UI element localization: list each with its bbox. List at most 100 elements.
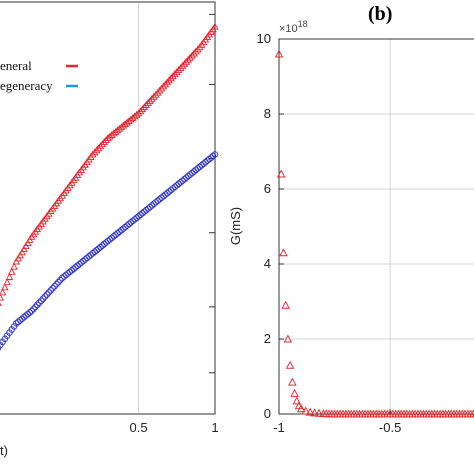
data-point xyxy=(178,61,187,69)
data-point xyxy=(132,110,141,118)
data-point xyxy=(192,47,200,55)
data-point xyxy=(207,154,215,161)
data-point xyxy=(144,205,152,212)
data-point xyxy=(141,208,148,215)
data-point xyxy=(167,74,175,82)
data-point xyxy=(3,278,11,286)
right-panel-label: (b) xyxy=(368,3,392,25)
data-point xyxy=(184,55,193,63)
data-point xyxy=(123,222,131,229)
data-point xyxy=(0,293,5,301)
data-point xyxy=(188,51,196,59)
data-point xyxy=(98,140,107,148)
data-point xyxy=(165,76,173,84)
data-point xyxy=(190,49,198,57)
data-point xyxy=(186,171,194,178)
right-y-tick-label: 0 xyxy=(264,406,271,421)
data-point xyxy=(13,320,20,327)
data-point xyxy=(174,66,183,73)
data-point xyxy=(152,199,160,206)
data-point xyxy=(173,182,181,189)
data-point xyxy=(66,268,74,276)
data-point xyxy=(137,211,144,218)
right-plot-frame xyxy=(278,38,474,415)
data-point xyxy=(142,206,150,214)
data-point xyxy=(274,49,284,58)
left-series-general xyxy=(0,22,219,306)
data-point xyxy=(78,259,85,266)
data-point xyxy=(121,223,129,231)
data-point xyxy=(108,234,116,242)
data-point xyxy=(211,151,219,158)
data-point xyxy=(211,22,219,30)
data-point xyxy=(47,287,54,294)
data-point xyxy=(18,315,26,322)
data-point xyxy=(120,225,127,232)
data-point xyxy=(177,178,184,186)
data-point xyxy=(146,203,154,211)
data-point xyxy=(163,189,171,197)
data-point xyxy=(146,96,154,104)
data-point xyxy=(154,197,161,205)
data-point xyxy=(90,148,99,156)
data-point xyxy=(204,157,211,164)
data-point xyxy=(91,248,98,256)
data-point xyxy=(285,360,295,369)
data-point xyxy=(7,267,16,275)
data-point xyxy=(125,220,133,228)
data-point xyxy=(68,267,75,274)
data-point xyxy=(53,280,60,288)
data-point xyxy=(200,160,207,167)
right-plot-panel: (b) ×1018 0 2 4 6 8 10 -1 -0.5 G(mS) xyxy=(228,3,474,435)
data-point xyxy=(118,226,125,234)
data-point xyxy=(62,271,70,279)
data-point xyxy=(83,254,91,262)
data-point xyxy=(179,177,186,184)
data-point xyxy=(28,307,35,315)
data-point xyxy=(163,78,172,86)
data-point xyxy=(129,217,137,225)
data-point xyxy=(110,233,118,240)
data-point xyxy=(180,59,189,67)
data-point xyxy=(157,84,166,92)
left-legend: eneral egeneracy xyxy=(0,58,78,93)
data-point xyxy=(10,262,18,270)
data-point xyxy=(171,70,179,78)
data-point xyxy=(169,72,177,80)
data-point xyxy=(209,152,217,160)
data-point xyxy=(72,263,79,271)
data-point xyxy=(76,260,83,268)
data-point xyxy=(41,293,49,300)
data-point xyxy=(30,305,37,313)
data-point xyxy=(142,101,150,108)
data-point xyxy=(26,309,33,316)
data-point xyxy=(158,194,165,201)
data-point xyxy=(198,162,205,169)
data-point xyxy=(183,174,190,181)
data-point xyxy=(20,313,28,321)
data-point xyxy=(81,256,89,263)
data-point xyxy=(155,86,164,94)
data-point xyxy=(175,180,182,188)
data-point xyxy=(188,169,196,177)
right-x-ticks: -1 -0.5 xyxy=(273,409,401,435)
data-point xyxy=(296,404,306,413)
data-point xyxy=(5,273,14,280)
data-point xyxy=(167,186,175,194)
data-point xyxy=(139,209,146,217)
data-point xyxy=(74,262,81,269)
data-point xyxy=(58,274,66,282)
data-point xyxy=(96,142,105,150)
data-point xyxy=(194,165,202,172)
data-point xyxy=(156,195,163,203)
data-point xyxy=(14,318,22,326)
data-point xyxy=(169,185,177,192)
data-point xyxy=(196,163,203,171)
data-point xyxy=(276,169,286,178)
data-point xyxy=(16,317,24,324)
data-point xyxy=(34,301,41,309)
data-point xyxy=(102,239,110,246)
left-series-group xyxy=(0,22,219,351)
right-y-exponent: ×1018 xyxy=(279,19,308,35)
data-point xyxy=(150,200,158,208)
